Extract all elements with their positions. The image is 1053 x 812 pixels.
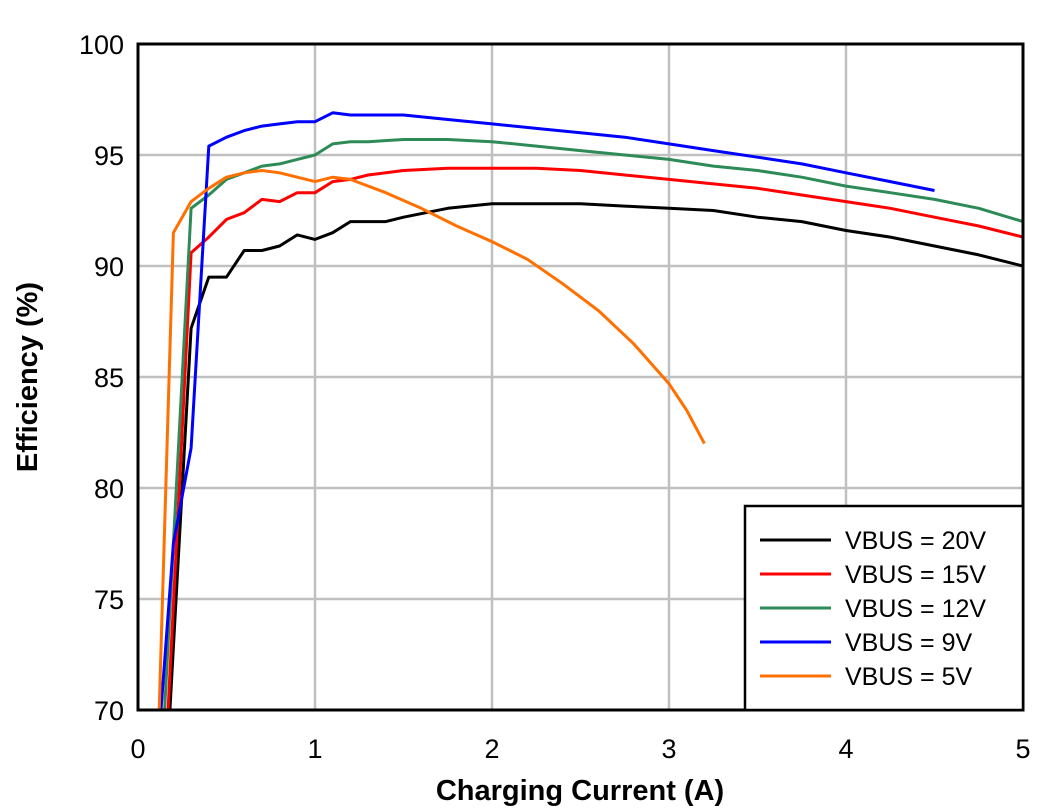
legend-label: VBUS = 5V xyxy=(845,663,972,691)
x-axis-ticks: 0 1 2 3 4 5 xyxy=(130,734,1030,764)
y-tick-label: 80 xyxy=(94,474,124,504)
legend-label: VBUS = 15V xyxy=(845,561,986,589)
y-axis-label: Efficiency (%) xyxy=(12,282,44,472)
x-tick-label: 1 xyxy=(307,734,322,764)
series-line xyxy=(157,169,706,710)
y-tick-label: 85 xyxy=(94,363,124,393)
x-tick-label: 5 xyxy=(1015,734,1030,764)
legend-label: VBUS = 20V xyxy=(845,527,986,555)
series-line xyxy=(166,166,1023,710)
y-tick-label: 95 xyxy=(94,141,124,171)
legend: VBUS = 20V VBUS = 15V VBUS = 12V VBUS = 9V V… xyxy=(743,504,1025,712)
legend-label: VBUS = 12V xyxy=(845,595,986,623)
series-line xyxy=(168,202,1023,710)
x-tick-label: 3 xyxy=(661,734,676,764)
series-line xyxy=(159,111,935,710)
y-tick-label: 100 xyxy=(79,30,124,60)
legend-label: VBUS = 9V xyxy=(845,629,972,657)
x-tick-label: 0 xyxy=(130,734,145,764)
data-series xyxy=(157,111,1023,710)
y-tick-label: 75 xyxy=(94,585,124,615)
y-tick-label: 70 xyxy=(94,696,124,726)
x-tick-label: 4 xyxy=(838,734,853,764)
x-axis-label: Charging Current (A) xyxy=(436,775,724,807)
x-tick-label: 2 xyxy=(484,734,499,764)
plot-frame xyxy=(136,42,1025,712)
y-axis-ticks: 70 75 80 85 90 95 100 xyxy=(79,30,124,726)
y-tick-label: 90 xyxy=(94,252,124,282)
